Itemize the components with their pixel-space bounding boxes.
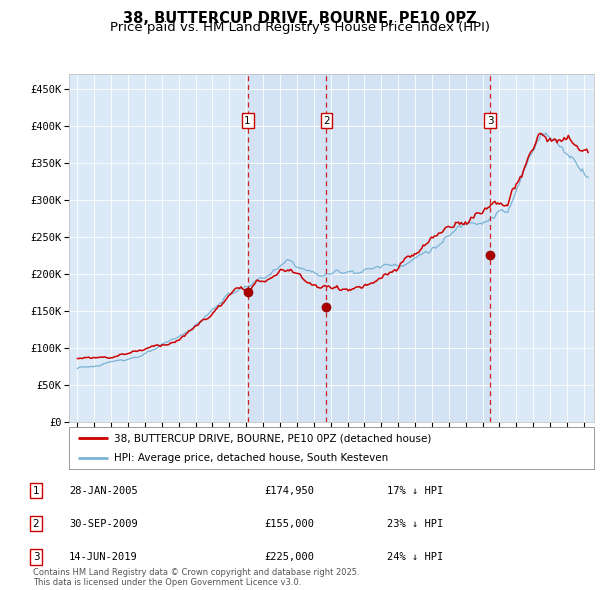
Text: 24% ↓ HPI: 24% ↓ HPI — [387, 552, 443, 562]
Text: 1: 1 — [32, 486, 40, 496]
Text: 30-SEP-2009: 30-SEP-2009 — [69, 519, 138, 529]
Text: 3: 3 — [32, 552, 40, 562]
Text: 38, BUTTERCUP DRIVE, BOURNE, PE10 0PZ (detached house): 38, BUTTERCUP DRIVE, BOURNE, PE10 0PZ (d… — [113, 434, 431, 444]
Text: £174,950: £174,950 — [264, 486, 314, 496]
Text: 38, BUTTERCUP DRIVE, BOURNE, PE10 0PZ: 38, BUTTERCUP DRIVE, BOURNE, PE10 0PZ — [123, 11, 477, 25]
Text: Price paid vs. HM Land Registry's House Price Index (HPI): Price paid vs. HM Land Registry's House … — [110, 21, 490, 34]
Text: 23% ↓ HPI: 23% ↓ HPI — [387, 519, 443, 529]
Text: 2: 2 — [323, 116, 330, 126]
Text: 3: 3 — [487, 116, 494, 126]
Text: 1: 1 — [244, 116, 251, 126]
Text: £225,000: £225,000 — [264, 552, 314, 562]
Text: 2: 2 — [32, 519, 40, 529]
Bar — [248, 74, 326, 422]
Bar — [326, 74, 490, 422]
Text: 14-JUN-2019: 14-JUN-2019 — [69, 552, 138, 562]
Text: £155,000: £155,000 — [264, 519, 314, 529]
Text: 17% ↓ HPI: 17% ↓ HPI — [387, 486, 443, 496]
Text: 28-JAN-2005: 28-JAN-2005 — [69, 486, 138, 496]
Text: Contains HM Land Registry data © Crown copyright and database right 2025.
This d: Contains HM Land Registry data © Crown c… — [33, 568, 359, 587]
Text: HPI: Average price, detached house, South Kesteven: HPI: Average price, detached house, Sout… — [113, 453, 388, 463]
